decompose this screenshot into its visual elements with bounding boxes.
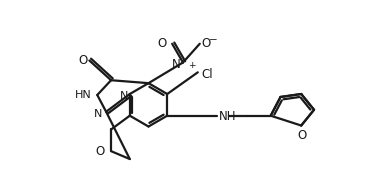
Text: O: O (157, 37, 166, 50)
Text: N: N (172, 58, 181, 71)
Text: N: N (119, 91, 128, 101)
Text: NH: NH (219, 110, 236, 123)
Text: N: N (94, 109, 102, 119)
Text: O: O (297, 129, 307, 143)
Text: O: O (79, 54, 88, 67)
Text: O: O (95, 145, 104, 158)
Text: −: − (209, 35, 218, 45)
Text: HN: HN (74, 90, 91, 100)
Text: O: O (202, 37, 211, 50)
Text: +: + (188, 60, 195, 70)
Text: Cl: Cl (202, 68, 213, 81)
